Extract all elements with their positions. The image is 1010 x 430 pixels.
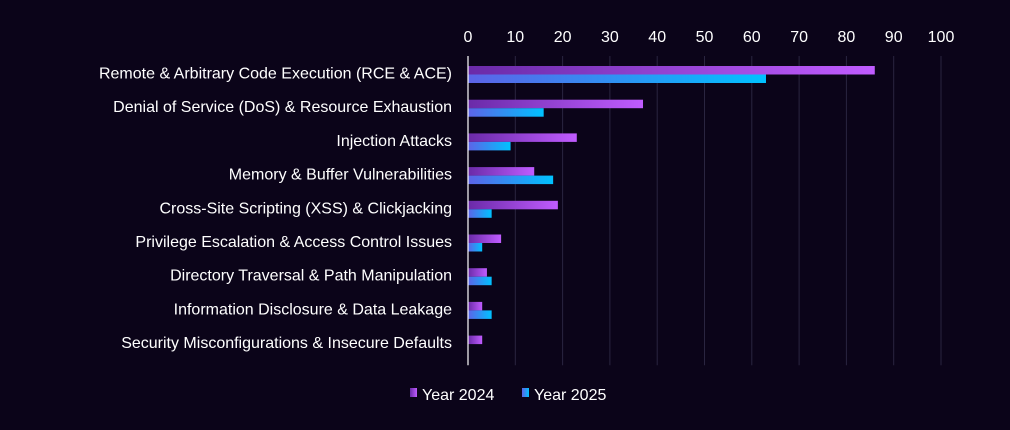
bar-2025-3 xyxy=(468,175,554,185)
bar-2024-0 xyxy=(468,66,875,75)
category-label: Privilege Escalation & Access Control Is… xyxy=(135,234,452,251)
category-label: Injection Attacks xyxy=(336,133,452,150)
x-tick-label: 10 xyxy=(506,29,524,46)
bar-2025-4 xyxy=(468,209,492,218)
x-tick-label: 80 xyxy=(838,29,856,46)
bar-2024-8 xyxy=(468,335,483,345)
x-tick-label: 30 xyxy=(601,29,619,46)
bar-2024-4 xyxy=(468,200,558,210)
legend-item-2025[interactable]: Year 2025 xyxy=(522,387,606,404)
x-tick-label: 0 xyxy=(464,29,473,46)
category-label: Information Disclosure & Data Leakage xyxy=(174,301,452,318)
x-tick-label: 40 xyxy=(648,29,666,46)
category-label: Remote & Arbitrary Code Execution (RCE &… xyxy=(99,66,452,83)
bar-2025-1 xyxy=(468,108,544,117)
x-axis-ticks: 0 10 20 30 40 50 60 70 80 90 100 xyxy=(464,29,955,46)
category-label: Cross-Site Scripting (XSS) & Clickjackin… xyxy=(159,200,452,217)
category-label: Directory Traversal & Path Manipulation xyxy=(170,268,452,285)
category-label: Memory & Buffer Vulnerabilities xyxy=(229,167,452,184)
bar-2025-0 xyxy=(468,74,766,83)
x-tick-label: 50 xyxy=(696,29,714,46)
x-tick-label: 60 xyxy=(743,29,761,46)
bar-2024-2 xyxy=(468,133,577,142)
bar-2025-2 xyxy=(468,141,511,151)
bar-2024-5 xyxy=(468,234,502,243)
bars xyxy=(468,66,875,345)
legend-swatch xyxy=(522,388,529,397)
bar-2025-6 xyxy=(468,276,492,286)
legend-item-2024[interactable]: Year 2024 xyxy=(410,387,494,404)
bar-2024-6 xyxy=(468,268,487,277)
bar-2025-7 xyxy=(468,310,492,319)
category-labels: Remote & Arbitrary Code Execution (RCE &… xyxy=(99,66,452,353)
legend-label: Year 2024 xyxy=(422,387,494,404)
bar-2024-7 xyxy=(468,301,483,311)
category-label: Security Misconfigurations & Insecure De… xyxy=(121,335,452,352)
legend-label: Year 2025 xyxy=(534,387,606,404)
x-tick-label: 20 xyxy=(554,29,572,46)
bar-2024-1 xyxy=(468,99,644,109)
legend: Year 2024 Year 2025 xyxy=(410,387,606,404)
category-label: Denial of Service (DoS) & Resource Exhau… xyxy=(113,99,452,116)
bar-2025-5 xyxy=(468,243,483,252)
bar-2024-3 xyxy=(468,167,535,176)
legend-swatch xyxy=(410,388,417,397)
x-tick-label: 70 xyxy=(790,29,808,46)
x-tick-label: 90 xyxy=(885,29,903,46)
x-tick-label: 100 xyxy=(928,29,955,46)
